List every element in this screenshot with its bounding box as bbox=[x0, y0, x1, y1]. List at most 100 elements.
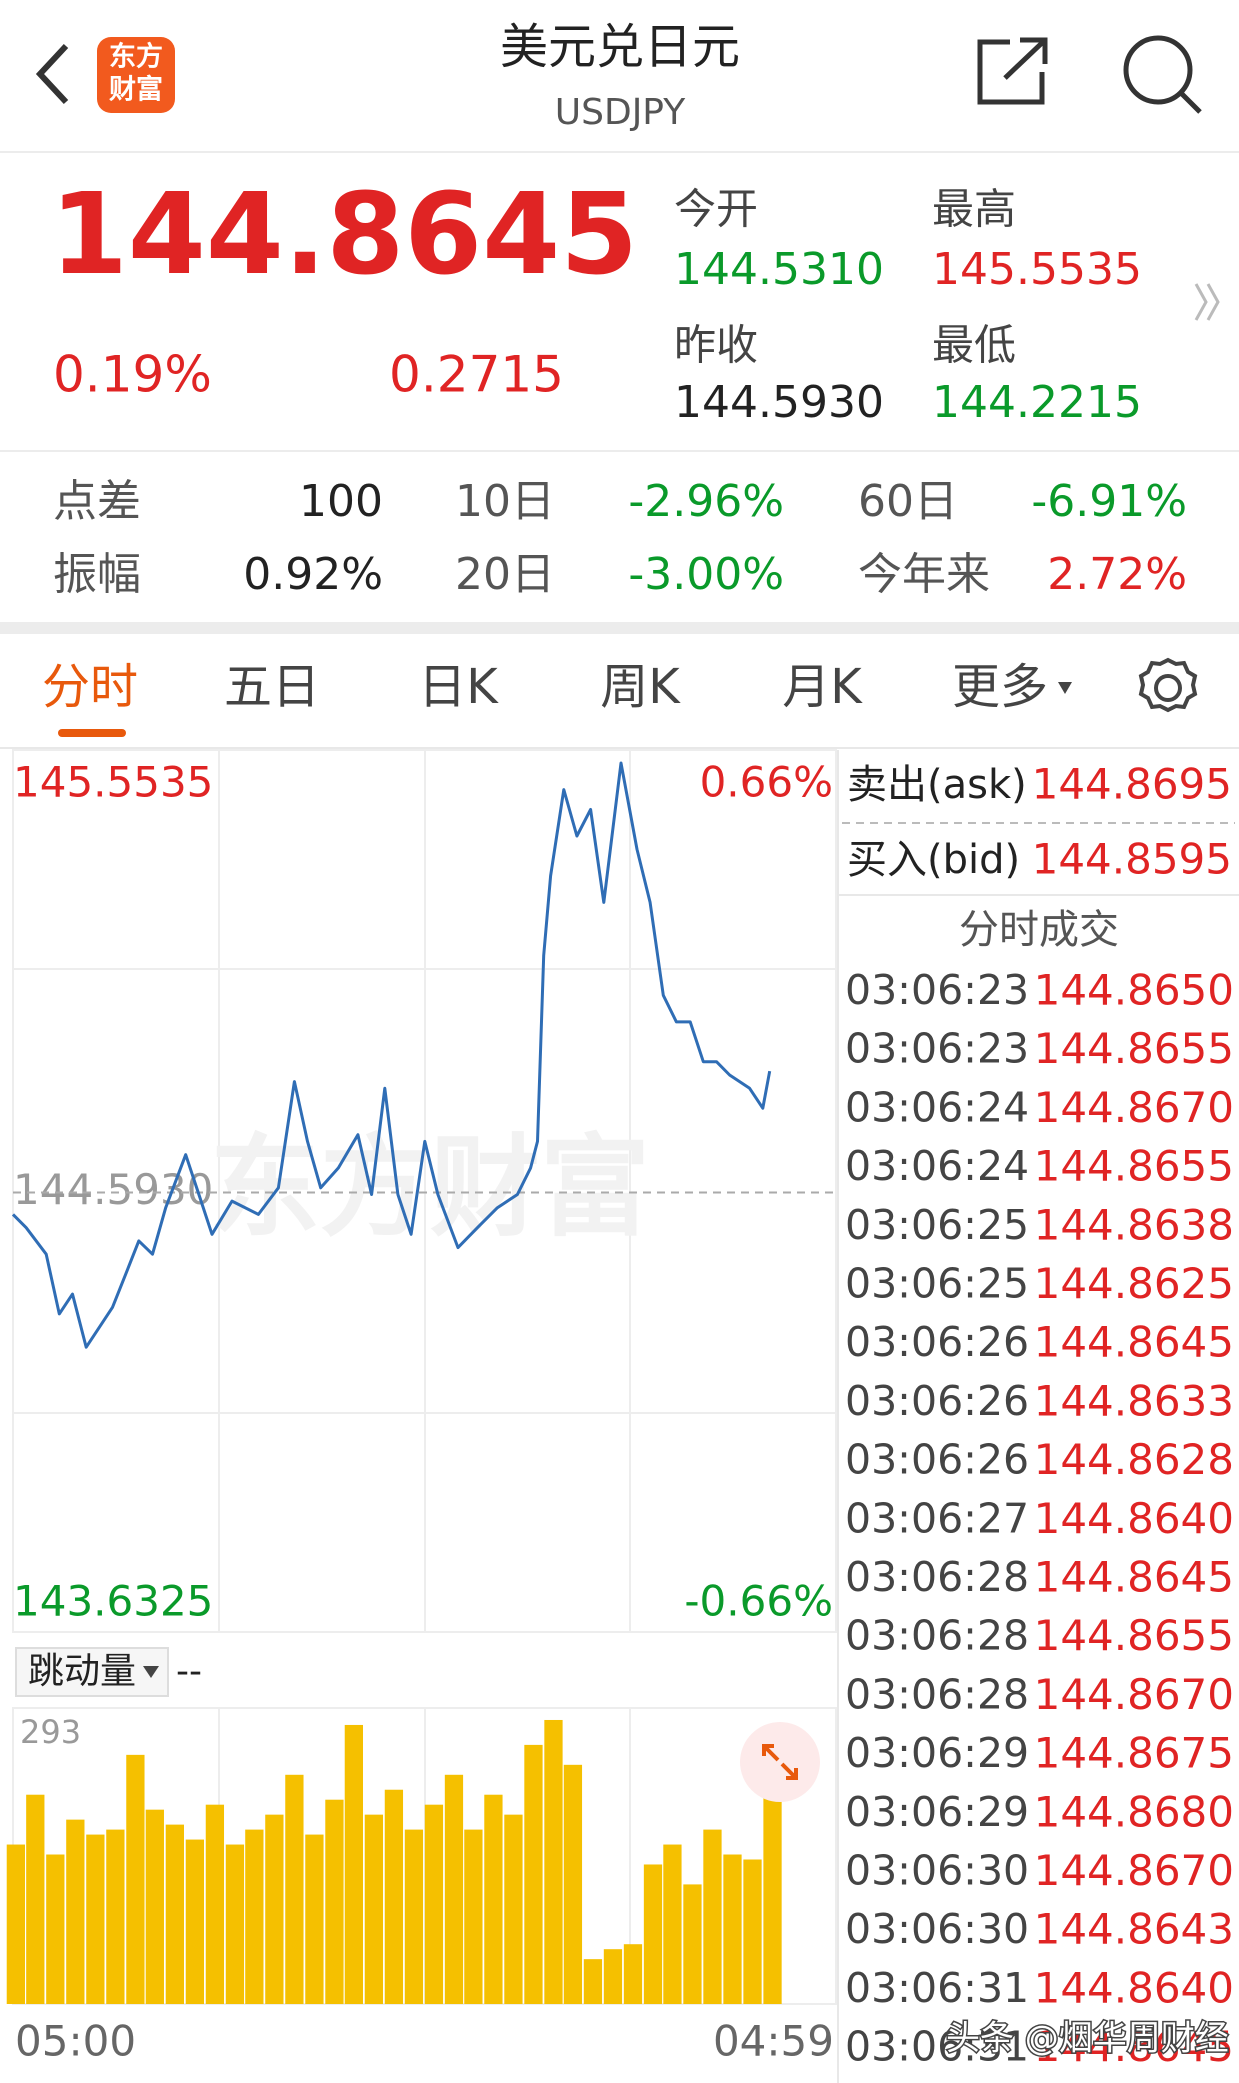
volume-bar bbox=[603, 1949, 623, 2004]
trade-time: 03:06:31 bbox=[845, 2023, 1029, 2071]
stats: 点差 100 10日 -2.96% 60日 -6.91% 振幅 0.92% 20日 -3.00% 今… bbox=[53, 476, 1187, 600]
volume-bar bbox=[305, 1834, 324, 2004]
volume-bar bbox=[46, 1854, 65, 2004]
dropdown-arrow bbox=[143, 1666, 159, 1678]
x-tick-label: 04:59 bbox=[713, 2017, 834, 2066]
stat-label: 振幅 bbox=[53, 549, 141, 600]
tab[interactable]: 分时 bbox=[42, 659, 138, 715]
y-tick-label: 143.6325 bbox=[13, 1577, 213, 1626]
trade-time: 03:06:24 bbox=[845, 1083, 1029, 1131]
trade-time: 03:06:28 bbox=[845, 1612, 1029, 1660]
trade-time: 03:06:26 bbox=[845, 1436, 1029, 1484]
volume-bar bbox=[583, 1959, 603, 2004]
trade-price: 144.8640 bbox=[1034, 1494, 1234, 1543]
volume-bar bbox=[245, 1829, 264, 2004]
trade-time: 03:06:30 bbox=[845, 1905, 1029, 1953]
y-tick-label: 145.5535 bbox=[13, 758, 213, 807]
trade-time: 03:06:27 bbox=[845, 1494, 1029, 1542]
stat-label: 20日 bbox=[455, 549, 555, 600]
tab[interactable]: 日K bbox=[418, 659, 499, 715]
trade-price: 144.8625 bbox=[1034, 1259, 1234, 1308]
stat-value: 100 bbox=[299, 476, 383, 527]
more-arrow[interactable] bbox=[1194, 283, 1220, 321]
volume-bar bbox=[66, 1819, 85, 2004]
trade-time: 03:06:25 bbox=[845, 1260, 1029, 1308]
stat-value: 2.72% bbox=[1047, 549, 1187, 600]
trades-title: 分时成交 bbox=[959, 907, 1119, 953]
trade-time: 03:06:28 bbox=[845, 1670, 1029, 1718]
volume-bar bbox=[344, 1724, 364, 2004]
prev-close-value: 144.5930 bbox=[674, 377, 884, 428]
trade-price: 144.8643 bbox=[1034, 1905, 1234, 1954]
volume-bar bbox=[424, 1804, 444, 2004]
volume-bar bbox=[623, 1944, 643, 2004]
trade-time: 03:06:23 bbox=[845, 1025, 1029, 1073]
tab[interactable]: 五日 bbox=[224, 659, 320, 715]
volume-bar bbox=[265, 1814, 284, 2004]
stat-value: 0.92% bbox=[243, 549, 383, 600]
tab[interactable]: 更多 bbox=[952, 659, 1048, 715]
stat-value: -2.96% bbox=[628, 476, 784, 527]
trade-price: 144.8640 bbox=[1034, 1963, 1234, 2012]
volume-bar bbox=[285, 1774, 304, 2004]
trade-price: 144.8645 bbox=[1034, 1318, 1234, 1367]
trade-price: 144.8670 bbox=[1034, 1670, 1234, 1719]
label: 最高 bbox=[932, 185, 1016, 234]
subtitle: USDJPY bbox=[555, 92, 686, 133]
share-button[interactable] bbox=[977, 37, 1048, 105]
volume-bar bbox=[126, 1754, 145, 2004]
stat-label: 今年来 bbox=[858, 549, 990, 600]
search-button[interactable] bbox=[1123, 35, 1202, 114]
label: 最低 bbox=[932, 321, 1016, 370]
trade-price: 144.8645 bbox=[1034, 1553, 1234, 1602]
trade-price: 144.8675 bbox=[1034, 1729, 1234, 1778]
price-line bbox=[11, 761, 772, 1349]
y2-tick-label: -0.66% bbox=[684, 1577, 833, 1626]
volume-bar bbox=[683, 1884, 702, 2004]
volume-bar bbox=[563, 1764, 583, 2004]
trade-price: 144.8680 bbox=[1034, 1787, 1234, 1836]
price-chart: 东方财富 145.5535 144.5930 143.6325 0.66% -0.66% 0… bbox=[11, 758, 836, 2066]
volume-bar bbox=[384, 1789, 404, 2004]
indicator-select[interactable] bbox=[15, 1647, 169, 1697]
tab-indicator bbox=[58, 729, 126, 737]
expand-button[interactable] bbox=[740, 1722, 820, 1802]
back-button[interactable] bbox=[35, 43, 69, 105]
indicator-name[interactable]: 跳动量 bbox=[28, 1651, 136, 1692]
trade-time: 03:06:23 bbox=[845, 966, 1029, 1014]
volume-bar bbox=[444, 1774, 464, 2004]
trade-price: 144.8638 bbox=[1034, 1200, 1234, 1249]
volume-bar bbox=[544, 1719, 563, 2004]
trade-time: 03:06:30 bbox=[845, 1847, 1029, 1895]
stat-label: 点差 bbox=[53, 476, 141, 527]
volume-bar bbox=[723, 1854, 742, 2004]
trade-time: 03:06:31 bbox=[845, 1964, 1029, 2012]
volume-bar bbox=[106, 1829, 125, 2004]
volume-bar bbox=[145, 1809, 164, 2004]
volume-bar bbox=[364, 1814, 384, 2004]
last-price: 144.8645 bbox=[50, 170, 638, 300]
volume-bar bbox=[763, 1794, 782, 2004]
trade-price: 144.8633 bbox=[1034, 1376, 1234, 1425]
label: 昨收 bbox=[674, 321, 758, 370]
title: 美元兑日元 bbox=[500, 19, 740, 75]
settings-button[interactable] bbox=[1138, 657, 1198, 713]
volume-bar bbox=[205, 1804, 225, 2004]
trade-time: 03:06:26 bbox=[845, 1377, 1029, 1425]
trade-time: 03:06:25 bbox=[845, 1201, 1029, 1249]
volume-chart: 293 bbox=[6, 1713, 782, 2004]
watermark: 头条 @烟华周财经 bbox=[946, 2019, 1229, 2059]
volume-bar bbox=[743, 1859, 762, 2004]
trade-time: 03:06:26 bbox=[845, 1318, 1029, 1366]
trade-time: 03:06:24 bbox=[845, 1142, 1029, 1190]
tab[interactable]: 周K bbox=[600, 659, 681, 715]
x-tick-label: 05:00 bbox=[15, 2017, 136, 2066]
volume-bar bbox=[185, 1839, 205, 2004]
bid-price: 144.8595 bbox=[1032, 835, 1232, 884]
stat-value: -3.00% bbox=[628, 549, 784, 600]
volume-bar bbox=[165, 1824, 184, 2004]
tab[interactable]: 月K bbox=[782, 659, 863, 715]
logo-text: 财富 bbox=[109, 74, 163, 106]
volume-bar bbox=[524, 1744, 543, 2004]
